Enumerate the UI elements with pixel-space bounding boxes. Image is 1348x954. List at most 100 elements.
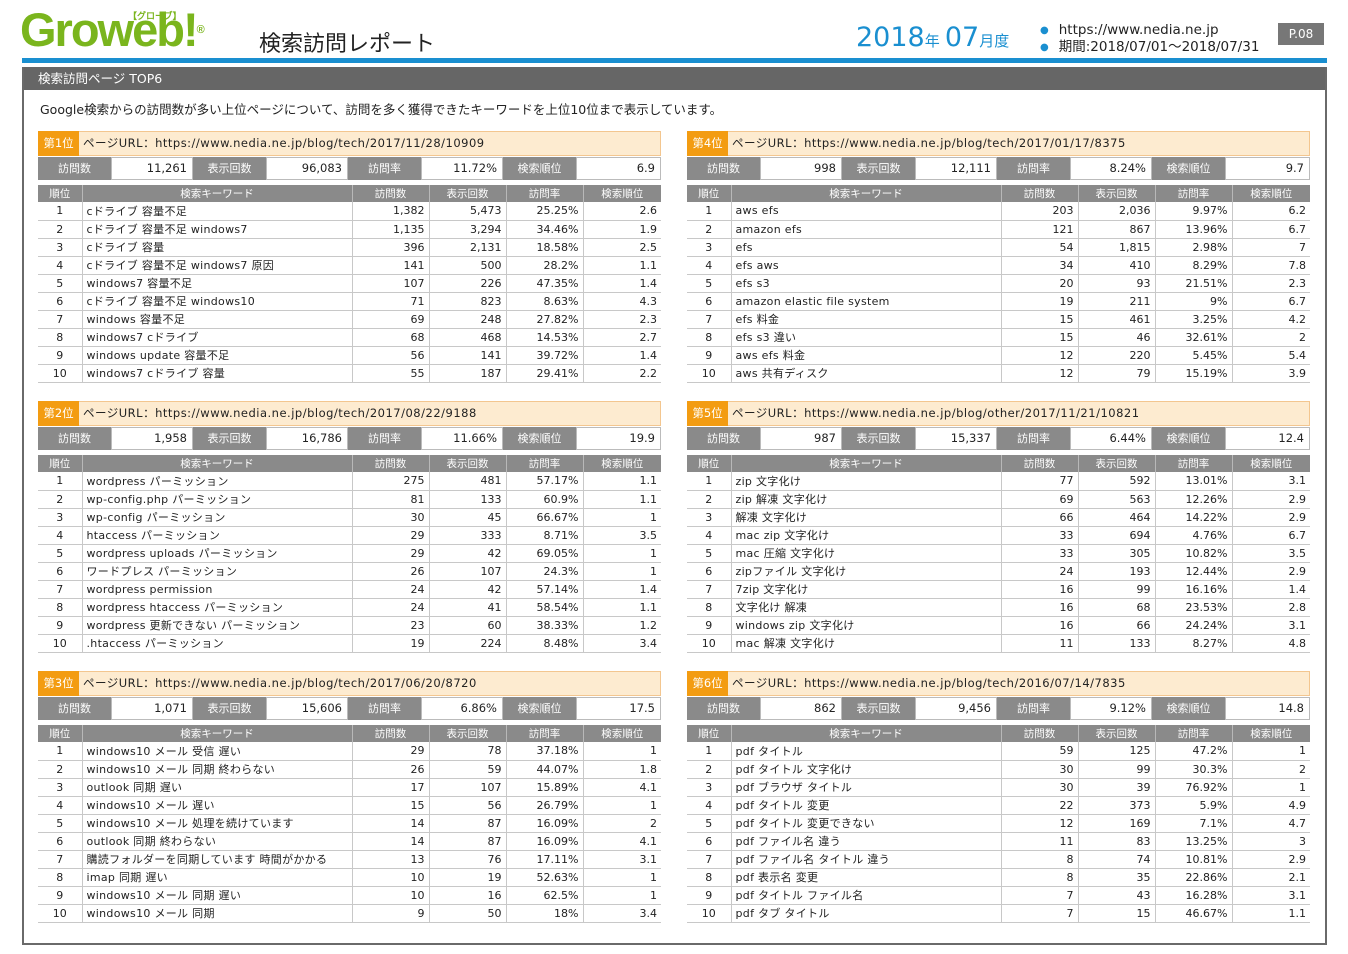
keyword-visits: 13 bbox=[352, 850, 430, 869]
keyword-position: 1.4 bbox=[583, 274, 661, 293]
keyword-impressions: 78 bbox=[429, 742, 507, 761]
keyword-rate: 69.05% bbox=[506, 544, 584, 563]
keyword-rank: 5 bbox=[687, 544, 732, 563]
keyword-text: htaccess パーミッション bbox=[82, 526, 353, 545]
keyword-table: 順位 検索キーワード 訪問数 表示回数 訪問率 検索順位 1 cドライブ 容量不足 1,382 5… bbox=[38, 185, 661, 383]
keyword-rank: 3 bbox=[38, 238, 83, 257]
keyword-rank: 8 bbox=[38, 868, 83, 887]
keyword-rate: 24.24% bbox=[1155, 616, 1233, 635]
site-info: https://www.nedia.ne.jp 期間:2018/07/01～20… bbox=[1040, 22, 1260, 56]
keyword-impressions: 823 bbox=[429, 292, 507, 311]
keyword-visits: 33 bbox=[1001, 544, 1079, 563]
keyword-table-header: 順位 検索キーワード 訪問数 表示回数 訪問率 検索順位 bbox=[687, 725, 1310, 742]
keyword-rank: 4 bbox=[38, 796, 83, 815]
keyword-position: 2.9 bbox=[1232, 562, 1310, 581]
col-rank-header: 順位 bbox=[687, 725, 732, 742]
keyword-visits: 55 bbox=[352, 364, 430, 383]
keyword-text: ワードプレス パーミッション bbox=[82, 562, 353, 581]
keyword-text: 7zip 文字化け bbox=[731, 580, 1002, 599]
keyword-position: 4.3 bbox=[583, 292, 661, 311]
page-rank-badge: 第3位 bbox=[38, 671, 79, 696]
keyword-visits: 8 bbox=[1001, 868, 1079, 887]
col-impressions-header: 表示回数 bbox=[429, 455, 507, 472]
keyword-text: mac zip 文字化け bbox=[731, 526, 1002, 545]
keyword-position: 3.5 bbox=[583, 526, 661, 545]
keyword-impressions: 66 bbox=[1078, 616, 1156, 635]
keyword-impressions: 93 bbox=[1078, 274, 1156, 293]
keyword-impressions: 68 bbox=[1078, 598, 1156, 617]
keyword-rate: 3.25% bbox=[1155, 310, 1233, 329]
keyword-impressions: 305 bbox=[1078, 544, 1156, 563]
keyword-rank: 5 bbox=[38, 814, 83, 833]
keyword-impressions: 42 bbox=[429, 580, 507, 599]
keyword-row: 5 pdf タイトル 変更できない 12 169 7.1% 4.7 bbox=[687, 814, 1310, 833]
keyword-impressions: 592 bbox=[1078, 472, 1156, 491]
keyword-text: efs aws bbox=[731, 256, 1002, 275]
keyword-position: 1 bbox=[583, 886, 661, 905]
keyword-impressions: 410 bbox=[1078, 256, 1156, 275]
keyword-visits: 30 bbox=[352, 508, 430, 527]
keyword-visits: 107 bbox=[352, 274, 430, 293]
keyword-visits: 54 bbox=[1001, 238, 1079, 257]
page-url[interactable]: ページURL：https://www.nedia.ne.jp/blog/tech… bbox=[79, 671, 661, 696]
keyword-position: 3.9 bbox=[1232, 364, 1310, 383]
keyword-row: 6 pdf ファイル名 違う 11 83 13.25% 3 bbox=[687, 832, 1310, 851]
keyword-position: 1.4 bbox=[583, 346, 661, 365]
keyword-rate: 57.14% bbox=[506, 580, 584, 599]
visits-value: 1,958 bbox=[111, 427, 193, 450]
keyword-rank: 3 bbox=[38, 778, 83, 797]
keyword-row: 2 windows10 メール 同期 終わらない 26 59 44.07% 1.8 bbox=[38, 760, 661, 779]
keyword-position: 2.3 bbox=[1232, 274, 1310, 293]
keyword-rank: 4 bbox=[687, 796, 732, 815]
keyword-rate: 16.09% bbox=[506, 832, 584, 851]
keyword-impressions: 2,036 bbox=[1078, 202, 1156, 221]
page-url[interactable]: ページURL：https://www.nedia.ne.jp/blog/tech… bbox=[728, 671, 1310, 696]
keyword-rate: 13.25% bbox=[1155, 832, 1233, 851]
keyword-text: wordpress 更新できない パーミッション bbox=[82, 616, 353, 635]
keyword-rank: 9 bbox=[687, 616, 732, 635]
page-url[interactable]: ページURL：https://www.nedia.ne.jp/blog/tech… bbox=[79, 401, 661, 426]
keyword-position: 1.1 bbox=[583, 598, 661, 617]
keyword-rank: 1 bbox=[687, 742, 732, 761]
col-rate-header: 訪問率 bbox=[506, 185, 584, 202]
keyword-table: 順位 検索キーワード 訪問数 表示回数 訪問率 検索順位 1 windows10 メール 受信… bbox=[38, 725, 661, 923]
col-position-header: 検索順位 bbox=[583, 725, 661, 742]
keyword-position: 2.2 bbox=[583, 364, 661, 383]
keyword-position: 1.8 bbox=[583, 760, 661, 779]
keyword-row: 4 windows10 メール 遅い 15 56 26.79% 1 bbox=[38, 796, 661, 815]
groweb-logo: Groweb!® bbox=[20, 3, 205, 56]
keyword-visits: 275 bbox=[352, 472, 430, 491]
keyword-rate: 30.3% bbox=[1155, 760, 1233, 779]
page-url[interactable]: ページURL：https://www.nedia.ne.jp/blog/tech… bbox=[79, 131, 661, 156]
keyword-position: 1 bbox=[583, 742, 661, 761]
keyword-row: 7 購読フォルダーを同期しています 時間がかかる 13 76 17.11% 3.1 bbox=[38, 850, 661, 869]
keyword-row: 8 文字化け 解凍 16 68 23.53% 2.8 bbox=[687, 598, 1310, 617]
col-keyword-header: 検索キーワード bbox=[731, 185, 1002, 202]
keyword-visits: 26 bbox=[352, 562, 430, 581]
keyword-rank: 3 bbox=[38, 508, 83, 527]
page-url[interactable]: ページURL：https://www.nedia.ne.jp/blog/othe… bbox=[728, 401, 1310, 426]
page-url-row: 第3位 ページURL：https://www.nedia.ne.jp/blog/t… bbox=[38, 671, 661, 696]
keyword-row: 5 wordpress uploads パーミッション 29 42 69.05% 1 bbox=[38, 544, 661, 563]
keyword-rate: 21.51% bbox=[1155, 274, 1233, 293]
keyword-text: cドライブ 容量不足 bbox=[82, 202, 353, 221]
keyword-rate: 60.9% bbox=[506, 490, 584, 509]
keyword-rate: 14.53% bbox=[506, 328, 584, 347]
keyword-visits: 68 bbox=[352, 328, 430, 347]
keyword-position: 3.1 bbox=[1232, 886, 1310, 905]
keyword-position: 3.4 bbox=[583, 904, 661, 923]
keyword-rate: 27.82% bbox=[506, 310, 584, 329]
col-position-header: 検索順位 bbox=[1232, 725, 1310, 742]
keyword-rate: 13.01% bbox=[1155, 472, 1233, 491]
visits-label: 訪問数 bbox=[687, 697, 760, 720]
keyword-row: 5 efs s3 20 93 21.51% 2.3 bbox=[687, 274, 1310, 293]
keyword-impressions: 60 bbox=[429, 616, 507, 635]
keyword-rank: 6 bbox=[38, 562, 83, 581]
keyword-visits: 141 bbox=[352, 256, 430, 275]
keyword-text: cドライブ 容量 bbox=[82, 238, 353, 257]
keyword-visits: 19 bbox=[352, 634, 430, 653]
keyword-row: 1 windows10 メール 受信 遅い 29 78 37.18% 1 bbox=[38, 742, 661, 761]
keyword-rate: 47.35% bbox=[506, 274, 584, 293]
keyword-impressions: 46 bbox=[1078, 328, 1156, 347]
page-url[interactable]: ページURL：https://www.nedia.ne.jp/blog/tech… bbox=[728, 131, 1310, 156]
